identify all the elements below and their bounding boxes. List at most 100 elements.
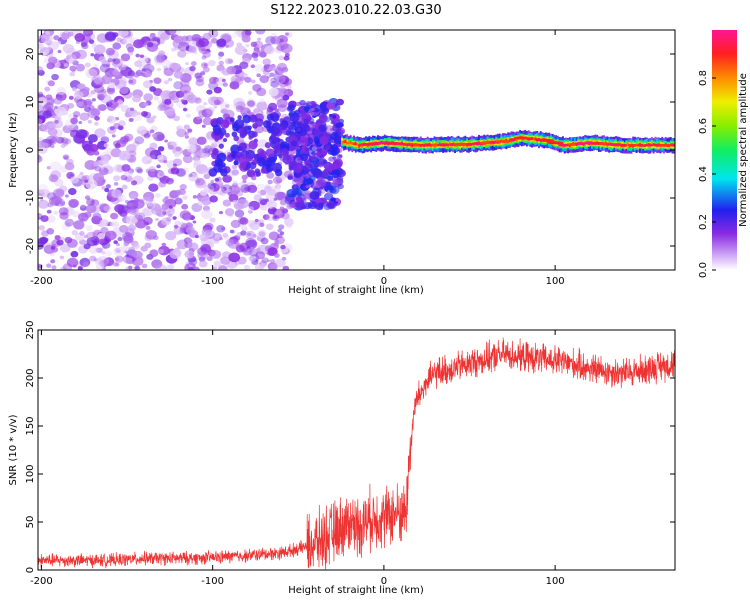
heatmap-cell [206,256,213,262]
colorbar-tick-label: 0.0 [698,262,709,278]
heatmap-cell [60,137,69,144]
heatmap-cell [135,166,143,173]
heatmap-cell [199,189,208,196]
heatmap-cell [213,260,222,267]
heatmap-cell [185,113,192,118]
heatmap-cell [269,72,275,77]
heatmap-cell [258,231,266,237]
heatmap-cell [130,180,138,186]
heatmap-cell [76,83,84,90]
heatmap-cell [131,217,138,224]
heatmap-cell [182,107,188,112]
heatmap-cell [574,142,588,146]
heatmap-cell [224,132,230,138]
heatmap-cell [79,171,84,176]
y-tick-label: 20 [25,48,36,61]
heatmap-cell [50,170,62,180]
heatmap-cell [156,164,161,169]
heatmap-cell [188,258,198,266]
spectrogram-y-ticks: -20 -10 0 10 20 [25,48,675,254]
heatmap-cell [196,136,207,145]
y-tick-label: 200 [25,368,36,387]
heatmap-cell [179,84,191,94]
heatmap-cell [38,155,42,160]
x-tick-label: 100 [546,276,565,287]
heatmap-cell [133,72,140,78]
heatmap-cell [341,141,343,144]
heatmap-cell [265,148,275,158]
heatmap-cell [70,176,79,184]
heatmap-cell [142,80,153,89]
heatmap-cell [141,207,154,217]
heatmap-cell [195,75,204,83]
heatmap-cell [105,147,113,153]
heatmap-cell [123,169,133,178]
y-tick-label: 10 [25,96,36,109]
heatmap-cell [158,249,164,254]
heatmap-cell [46,209,52,214]
heatmap-cell [235,244,245,253]
heatmap-cell [146,116,155,124]
heatmap-cell [112,58,121,65]
heatmap-cell [162,89,172,98]
heatmap-cell [221,78,226,83]
heatmap-cell [151,259,163,269]
heatmap-cell [261,257,269,264]
heatmap-cell [251,131,258,138]
heatmap-cell [280,147,289,157]
heatmap-cell [141,263,148,269]
heatmap-cell [47,202,54,208]
heatmap-cell [87,134,98,143]
heatmap-cell [134,136,145,145]
snr-plot-area [38,337,675,570]
heatmap-cell [333,134,344,145]
heatmap-cell [45,94,53,101]
heatmap-cell [145,225,151,230]
heatmap-cell [195,177,205,186]
figure-title: S122.2023.010.22.03.G30 [270,3,441,18]
heatmap-cell [323,168,329,174]
heatmap-cell [162,197,169,204]
heatmap-cell [177,41,190,52]
heatmap-cell [344,140,347,146]
heatmap-cell [342,140,345,144]
heatmap-cell [268,87,279,97]
heatmap-cell [38,199,50,209]
heatmap-cell [259,222,265,227]
heatmap-cell [227,58,234,64]
heatmap-cell [99,219,109,227]
heatmap-cell [131,256,144,267]
heatmap-cell [507,137,510,143]
heatmap-cell [119,209,128,217]
heatmap-cell [209,217,216,223]
heatmap-cell [38,110,49,121]
heatmap-cell [155,217,159,222]
heatmap-cell [38,118,43,124]
heatmap-cell [51,195,63,205]
heatmap-cell [254,64,265,73]
heatmap-cell [51,265,57,270]
heatmap-cell [263,64,270,70]
heatmap-cell [532,137,535,141]
heatmap-cell [120,105,130,113]
heatmap-cell [307,203,313,208]
heatmap-cell [154,54,166,64]
heatmap-cell [210,249,222,259]
heatmap-cell [64,236,73,244]
heatmap-cell [275,108,279,113]
heatmap-cell [192,220,197,224]
heatmap-cell [235,101,246,110]
heatmap-cell [242,224,247,229]
heatmap-cell [149,32,156,38]
snr-y-label: SNR (10 * v/v) [8,414,19,485]
heatmap-cell [50,259,56,264]
heatmap-cell [188,172,199,182]
heatmap-cell [336,154,343,160]
heatmap-cell [128,265,133,270]
heatmap-cell [252,206,257,211]
heatmap-cell [57,49,62,54]
heatmap-cell [143,208,150,215]
heatmap-cell [134,214,140,219]
heatmap-cell [62,43,75,54]
